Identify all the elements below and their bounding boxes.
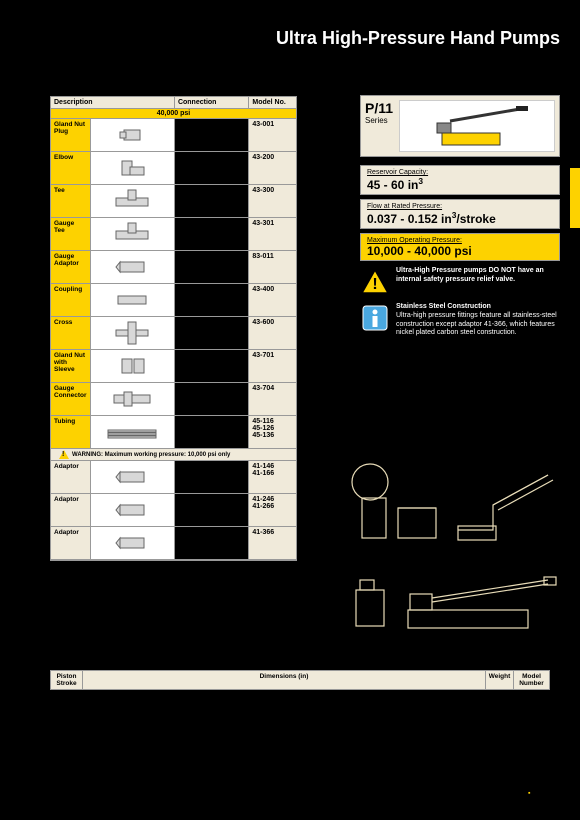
adaptor-conn	[175, 494, 249, 526]
adaptor-label: Adaptor	[51, 461, 91, 493]
spec-box: Reservoir Capacity:45 - 60 in3	[360, 165, 560, 195]
fit-model: 43-301	[249, 218, 296, 250]
fit-conn	[175, 152, 249, 184]
th-weight: Weight	[486, 671, 514, 690]
fit-conn	[175, 119, 249, 151]
th-connection: Connection	[175, 97, 249, 109]
spec-label: Flow at Rated Pressure:	[367, 203, 553, 210]
adaptor-model: 41-24641-266	[249, 494, 296, 526]
adaptor-image	[91, 461, 175, 493]
fit-model: 43-400	[249, 284, 296, 316]
fit-image	[91, 350, 175, 382]
fit-image	[91, 185, 175, 217]
adaptor-conn	[175, 461, 249, 493]
spec-value: 45 - 60 in3	[367, 176, 553, 192]
fit-label: Coupling	[51, 284, 91, 316]
psi-band: 40,000 psi	[51, 109, 296, 119]
product-photo	[399, 100, 555, 152]
warning-row: WARNING: Maximum working pressure: 10,00…	[51, 449, 296, 461]
svg-text:!: !	[372, 276, 377, 293]
fit-model: 43-701	[249, 350, 296, 382]
dimensions-table: Piston Stroke Dimensions (in) Weight Mod…	[50, 670, 550, 690]
fit-image	[91, 284, 175, 316]
th-description: Description	[51, 97, 175, 109]
fittings-table: Description Connection Model No. 40,000 …	[50, 96, 297, 561]
warning-text: WARNING: Maximum working pressure: 10,00…	[72, 452, 230, 458]
adaptor-model: 41-366	[249, 527, 296, 559]
fit-label: Gauge Tee	[51, 218, 91, 250]
fit-image	[91, 383, 175, 415]
adaptor-model: 41-14641-166	[249, 461, 296, 493]
adaptor-image	[91, 527, 175, 559]
fit-label: Tubing	[51, 416, 91, 448]
th-piston: Piston Stroke	[51, 671, 83, 690]
fit-image	[91, 152, 175, 184]
steel-heading: Stainless Steel Construction	[396, 303, 560, 312]
th-dims: Dimensions (in)	[83, 671, 486, 690]
fit-conn	[175, 317, 249, 349]
warning-info-text: Ultra-High Pressure pumps DO NOT have an…	[396, 267, 544, 283]
fit-label: Tee	[51, 185, 91, 217]
fit-conn	[175, 218, 249, 250]
fit-conn	[175, 284, 249, 316]
fit-image	[91, 218, 175, 250]
spec-box: Flow at Rated Pressure:0.037 - 0.152 in3…	[360, 199, 560, 229]
th-modelnum: Model Number	[514, 671, 550, 690]
fit-label: Gauge Adaptor	[51, 251, 91, 283]
fit-conn	[175, 350, 249, 382]
spec-label: Maximum Operating Pressure:	[367, 237, 553, 244]
fit-conn	[175, 383, 249, 415]
spec-value: 0.037 - 0.152 in3/stroke	[367, 210, 553, 226]
fit-label: Elbow	[51, 152, 91, 184]
line-drawing-1	[348, 460, 558, 550]
warning-triangle-icon: !	[360, 267, 390, 297]
edge-tab	[570, 168, 580, 228]
fit-image	[91, 119, 175, 151]
info-icon	[360, 303, 390, 333]
fit-model: 83-011	[249, 251, 296, 283]
spec-box: Maximum Operating Pressure:10,000 - 40,0…	[360, 233, 560, 261]
adaptor-image	[91, 494, 175, 526]
steel-text: Ultra-high pressure fittings feature all…	[396, 312, 560, 338]
page-marker: ▪	[528, 790, 530, 797]
fit-image	[91, 416, 175, 448]
fit-image	[91, 317, 175, 349]
series-name: P/11	[365, 100, 393, 116]
fit-label: Gland Nut Plug	[51, 119, 91, 151]
series-box: P/11 Series	[360, 95, 560, 157]
fit-model: 43-704	[249, 383, 296, 415]
fit-model: 43-600	[249, 317, 296, 349]
page-title: Ultra High-Pressure Hand Pumps	[0, 0, 580, 63]
spec-value: 10,000 - 40,000 psi	[367, 244, 553, 258]
fit-label: Cross	[51, 317, 91, 349]
fit-label: Gauge Connector	[51, 383, 91, 415]
fit-image	[91, 251, 175, 283]
fit-model: 43-300	[249, 185, 296, 217]
adaptor-label: Adaptor	[51, 527, 91, 559]
adaptor-label: Adaptor	[51, 494, 91, 526]
warning-icon	[59, 450, 69, 459]
fit-model: 45-11645-12645-136	[249, 416, 296, 448]
fit-conn	[175, 251, 249, 283]
fit-conn	[175, 185, 249, 217]
warning-box: ! Ultra-High Pressure pumps DO NOT have …	[360, 267, 560, 297]
fit-conn	[175, 416, 249, 448]
fit-model: 43-200	[249, 152, 296, 184]
steel-info-box: Stainless Steel Construction Ultra-high …	[360, 303, 560, 338]
adaptor-conn	[175, 527, 249, 559]
line-drawing-2	[348, 560, 558, 640]
th-model: Model No.	[249, 97, 296, 109]
series-sub: Series	[365, 116, 393, 125]
fit-label: Gland Nut with Sleeve	[51, 350, 91, 382]
fit-model: 43-001	[249, 119, 296, 151]
spec-label: Reservoir Capacity:	[367, 169, 553, 176]
